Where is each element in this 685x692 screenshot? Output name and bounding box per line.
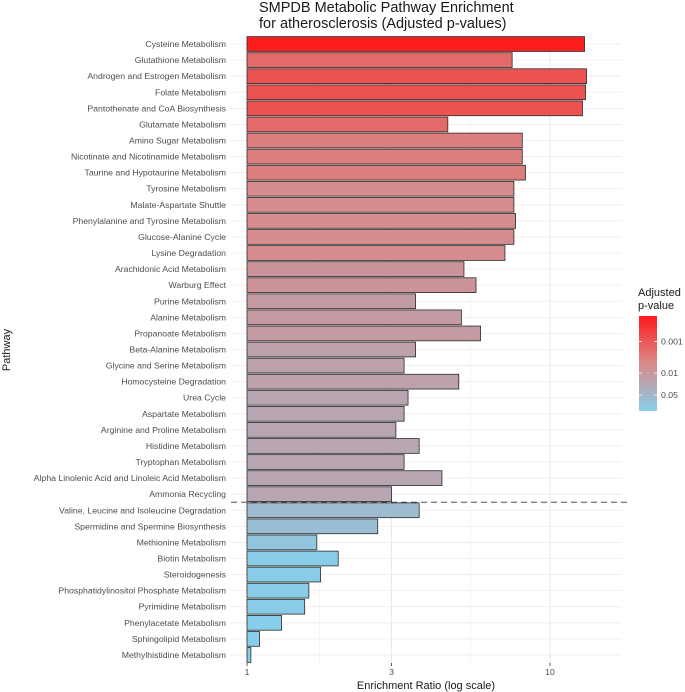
category-label: Homocysteine Degradation: [121, 377, 226, 387]
x-tick-label: 1: [245, 667, 250, 677]
legend: Adjusted p-value 0.001 0.01 0.05: [638, 287, 683, 411]
bar: [246, 647, 252, 663]
bar: [246, 309, 462, 326]
bar: [246, 164, 526, 181]
category-label: Alpha Linolenic Acid and Linoleic Acid M…: [34, 473, 226, 483]
category-label: Beta-Alanine Metabolism: [129, 345, 226, 355]
x-axis: 1 3 10: [245, 663, 555, 677]
legend-tick-label: 0.05: [661, 390, 678, 400]
bar: [246, 598, 306, 615]
bar: [246, 357, 405, 374]
bar: [246, 422, 397, 438]
category-label: Alanine Metabolism: [150, 312, 226, 322]
bar: [246, 486, 392, 502]
category-label: Androgen and Estrogen Metabolism: [87, 71, 226, 81]
category-label: Arginine and Proline Metabolism: [101, 425, 226, 435]
bar: [246, 197, 515, 213]
bar: [246, 631, 260, 647]
bar: [246, 534, 318, 551]
bar: [246, 341, 416, 358]
bar: [246, 566, 322, 583]
bar: [246, 373, 460, 390]
bar: [246, 229, 515, 245]
category-label: Amino Sugar Metabolism: [129, 136, 226, 146]
legend-tick-label: 0.001: [661, 336, 683, 346]
bar: [246, 36, 585, 52]
category-label: Ammonia Recycling: [149, 489, 226, 499]
x-tick-label: 3: [389, 667, 394, 677]
category-label: Biotin Metabolism: [157, 554, 226, 564]
category-label: Sphingolipid Metabolism: [132, 634, 226, 644]
bar: [246, 615, 282, 631]
bar: [246, 52, 513, 68]
category-label: Pantothenate and CoA Biosynthesis: [87, 103, 226, 113]
bar: [246, 68, 587, 84]
category-label: Glutamate Metabolism: [139, 119, 226, 129]
bar: [246, 470, 443, 486]
category-label: Taurine and Hypotaurine Metabolism: [85, 168, 227, 178]
chart-title-line-2: for atherosclerosis (Adjusted p-values): [259, 16, 506, 32]
category-label: Lysine Degradation: [151, 248, 226, 258]
bar: [246, 502, 420, 519]
category-label: Warburg Effect: [169, 280, 227, 290]
category-label: Phenylalanine and Tyrosine Metabolism: [73, 216, 226, 226]
bar: [246, 277, 477, 293]
legend-title-line-2: p-value: [638, 300, 674, 312]
category-label: Tryptophan Metabolism: [136, 457, 226, 467]
category-label: Folate Metabolism: [155, 87, 226, 97]
bar: [246, 180, 515, 197]
category-label: Histidine Metabolism: [146, 441, 226, 451]
bar: [246, 100, 583, 117]
bar: [246, 261, 465, 277]
x-tick-label: 10: [545, 667, 555, 677]
bar: [246, 454, 405, 470]
category-label: Pyrimidine Metabolism: [139, 602, 226, 612]
category-label: Cysteine Metabolism: [145, 39, 226, 49]
category-label: Tyrosine Metabolism: [146, 184, 226, 194]
bar: [246, 84, 586, 101]
category-label: Glucose-Alanine Cycle: [138, 232, 226, 242]
bar: [246, 438, 420, 454]
category-label: Glycine and Serine Metabolism: [106, 361, 226, 371]
legend-title-line-1: Adjusted: [638, 287, 681, 299]
bar: [246, 325, 481, 342]
legend-colorbar: [639, 316, 657, 411]
category-label: Aspartate Metabolism: [142, 409, 226, 419]
legend-tick-label: 0.01: [661, 368, 678, 378]
bar: [246, 245, 506, 261]
category-labels: Cysteine Metabolism Glutathione Metabolis…: [34, 39, 227, 660]
bar: [246, 389, 409, 406]
y-axis-title: Pathway: [1, 328, 13, 371]
category-label: Urea Cycle: [183, 393, 226, 403]
category-label: Arachidonic Acid Metabolism: [115, 264, 226, 274]
bars-layer: [246, 36, 587, 663]
bar: [246, 406, 405, 422]
bar: [246, 293, 416, 310]
bar: [246, 213, 517, 229]
bar: [246, 116, 449, 133]
category-label: Glutathione Metabolism: [135, 55, 226, 65]
category-label: Methionine Metabolism: [137, 537, 226, 547]
category-label: Phosphatidylinositol Phosphate Metabolis…: [58, 586, 226, 596]
category-label: Malate-Aspartate Shuttle: [130, 200, 226, 210]
category-label: Phenylacetate Metabolism: [124, 618, 226, 628]
category-label: Steroidogenesis: [164, 570, 227, 580]
category-label: Purine Metabolism: [154, 296, 226, 306]
bar: [246, 582, 310, 599]
chart-title-line-1: SMPDB Metabolic Pathway Enrichment: [259, 0, 514, 16]
bar: [246, 550, 339, 567]
bar: [246, 132, 523, 149]
category-label: Nicotinate and Nicotinamide Metabolism: [71, 152, 226, 162]
category-label: Valine, Leucine and Isoleucine Degradati…: [59, 505, 226, 515]
bar: [246, 148, 523, 165]
category-label: Propanoate Metabolism: [134, 328, 226, 338]
bar: [246, 518, 379, 535]
category-label: Methylhistidine Metabolism: [122, 650, 226, 660]
category-label: Spermidine and Spermine Biosynthesis: [74, 521, 226, 531]
x-axis-title: Enrichment Ratio (log scale): [357, 680, 495, 692]
